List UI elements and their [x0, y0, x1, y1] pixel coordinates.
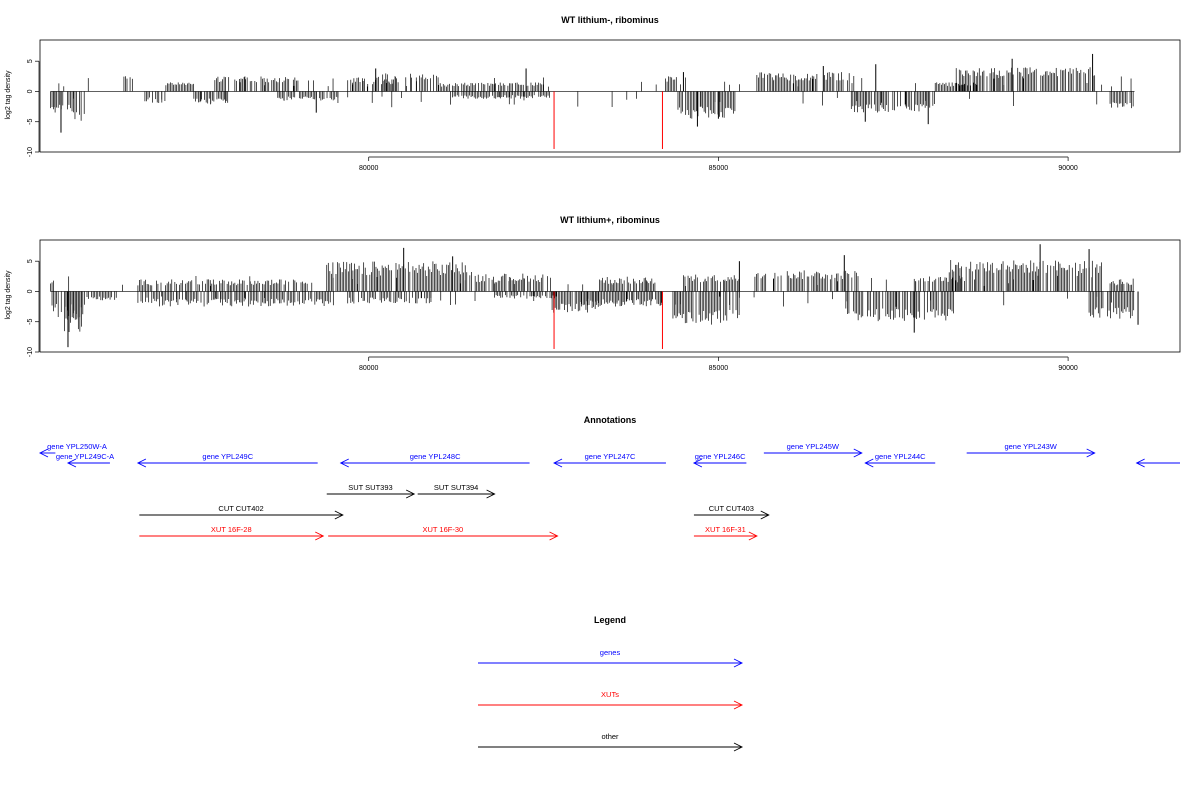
- y-tick-label: -5: [27, 319, 34, 325]
- y-tick-label: -10: [27, 147, 34, 157]
- feature-label: SUT SUT393: [348, 483, 392, 492]
- feature-arrow-gene: [136, 458, 318, 468]
- plot-frame: [39, 239, 1181, 353]
- x-axis: 80000 85000 90000: [359, 156, 1078, 172]
- bar-group: [50, 244, 1139, 349]
- feature-arrow-gene: [339, 458, 530, 468]
- feature-label: SUT SUT394: [434, 483, 478, 492]
- feature-arrow-gene: [763, 448, 863, 458]
- y-axis-label: log2 tag density: [5, 70, 12, 120]
- x-tick-label: 80000: [359, 365, 379, 372]
- feature-label: gene YPL249C: [202, 452, 253, 461]
- y-axis-label: log2 tag density: [5, 270, 12, 320]
- y-axis: 5 0 -5 -10: [27, 259, 40, 357]
- feature-label: gene YPL248C: [410, 452, 461, 461]
- track-panel-lithium-minus: WT lithium-, ribominus log2 tag density …: [5, 15, 1181, 172]
- feature-label: XUT 16F-31: [705, 525, 746, 534]
- feature-arrow-gene: [66, 458, 110, 468]
- y-tick-label: -5: [27, 119, 34, 125]
- feature-label: gene YPL243W: [1004, 442, 1057, 451]
- feature-arrow-other: [139, 510, 344, 520]
- legend-panel: Legend genes XUTs other: [478, 615, 744, 752]
- legend-items: genes XUTs other: [478, 648, 744, 752]
- feature-label: CUT CUT402: [218, 504, 263, 513]
- y-axis: 5 0 -5 -10: [27, 59, 40, 157]
- feature-arrow-gene: [553, 458, 666, 468]
- y-tick-label: 5: [27, 259, 34, 263]
- legend-arrow-xut: [478, 700, 744, 710]
- feature-label: XUT 16F-28: [211, 525, 252, 534]
- legend-label: genes: [600, 648, 621, 657]
- feature-label: gene YPL247C: [585, 452, 636, 461]
- track-panel-lithium-plus: WT lithium+, ribominus log2 tag density …: [5, 215, 1181, 372]
- feature-arrow-other: [417, 489, 496, 499]
- chart-title: WT lithium+, ribominus: [560, 215, 660, 225]
- legend-label: other: [601, 732, 619, 741]
- legend-label: XUTs: [601, 690, 619, 699]
- feature-arrow-other: [693, 510, 770, 520]
- feature-arrow-xut: [693, 531, 758, 541]
- feature-label: gene YPL250W-A: [47, 442, 107, 451]
- feature-arrow-xut: [139, 531, 325, 541]
- feature-label: XUT 16F-30: [422, 525, 463, 534]
- legend-arrow-other: [478, 742, 744, 752]
- feature-arrow-gene: [692, 458, 747, 468]
- bar-group: [50, 53, 1135, 149]
- feature-arrow-gene: [864, 458, 936, 468]
- feature-arrow-gene: [1135, 458, 1180, 468]
- x-tick-label: 85000: [709, 165, 729, 172]
- feature-label: CUT CUT403: [709, 504, 754, 513]
- plot-frame: [39, 39, 1181, 153]
- feature-arrow-other: [326, 489, 416, 499]
- y-tick-label: 0: [27, 289, 34, 293]
- x-tick-label: 80000: [359, 165, 379, 172]
- annotations-title: Annotations: [584, 415, 637, 425]
- chart-title: WT lithium-, ribominus: [561, 15, 659, 25]
- y-tick-label: -10: [27, 347, 34, 357]
- feature-arrow-gene: [38, 448, 56, 458]
- feature-arrow-gene: [966, 448, 1096, 458]
- x-tick-label: 90000: [1058, 365, 1078, 372]
- legend-title: Legend: [594, 615, 626, 625]
- feature-label: gene YPL245W: [787, 442, 840, 451]
- feature-label: gene YPL244C: [875, 452, 926, 461]
- feature-label: gene YPL249C-A: [56, 452, 114, 461]
- x-axis: 80000 85000 90000: [359, 356, 1078, 372]
- y-tick-label: 0: [27, 89, 34, 93]
- feature-label: gene YPL246C: [695, 452, 746, 461]
- y-tick-label: 5: [27, 59, 34, 63]
- feature-arrow-xut: [328, 531, 559, 541]
- legend-arrow-gene: [478, 658, 744, 668]
- x-tick-label: 90000: [1058, 165, 1078, 172]
- x-tick-label: 85000: [709, 365, 729, 372]
